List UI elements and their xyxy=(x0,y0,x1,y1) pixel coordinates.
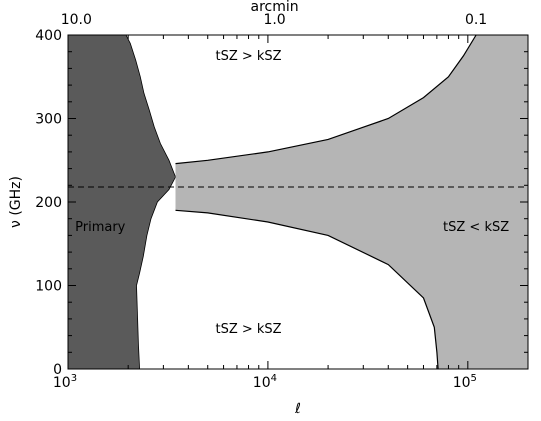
x-axis-title: ℓ xyxy=(294,401,301,417)
primary-region xyxy=(67,34,176,370)
ksz-region-lower-boundary xyxy=(175,209,439,370)
regions-layer xyxy=(67,34,528,370)
y-tick-label: 200 xyxy=(35,195,62,211)
y-axis-title: ν (GHz) xyxy=(8,176,24,228)
y-tick-label: 400 xyxy=(35,28,62,44)
region-annotation: tSZ < kSZ xyxy=(443,220,509,235)
x-tick-label: 103 xyxy=(53,373,77,391)
top-axis-title: arcmin xyxy=(251,0,299,15)
region-annotation: tSZ > kSZ xyxy=(215,322,281,337)
region-annotation: Primary xyxy=(75,220,126,235)
x-tick-label: 105 xyxy=(453,373,477,391)
labels-layer: 103 104 105 10.0 1.0 0.1 0 100 200 300 400 tSZ > kS… xyxy=(35,12,509,391)
top-tick-label: 0.1 xyxy=(465,12,487,28)
region-annotation: tSZ > kSZ xyxy=(215,49,281,64)
y-tick-label: 100 xyxy=(35,279,62,295)
ticks-layer xyxy=(67,34,529,370)
top-tick-label: 10.0 xyxy=(61,12,92,28)
y-tick-label: 300 xyxy=(35,112,62,128)
ksz-region-upper-boundary xyxy=(175,34,477,165)
y-tick-label: 0 xyxy=(53,362,62,378)
x-tick-label: 104 xyxy=(253,373,277,391)
ksz-dominated-region xyxy=(175,35,528,369)
top-tick-label: 1.0 xyxy=(263,12,285,28)
